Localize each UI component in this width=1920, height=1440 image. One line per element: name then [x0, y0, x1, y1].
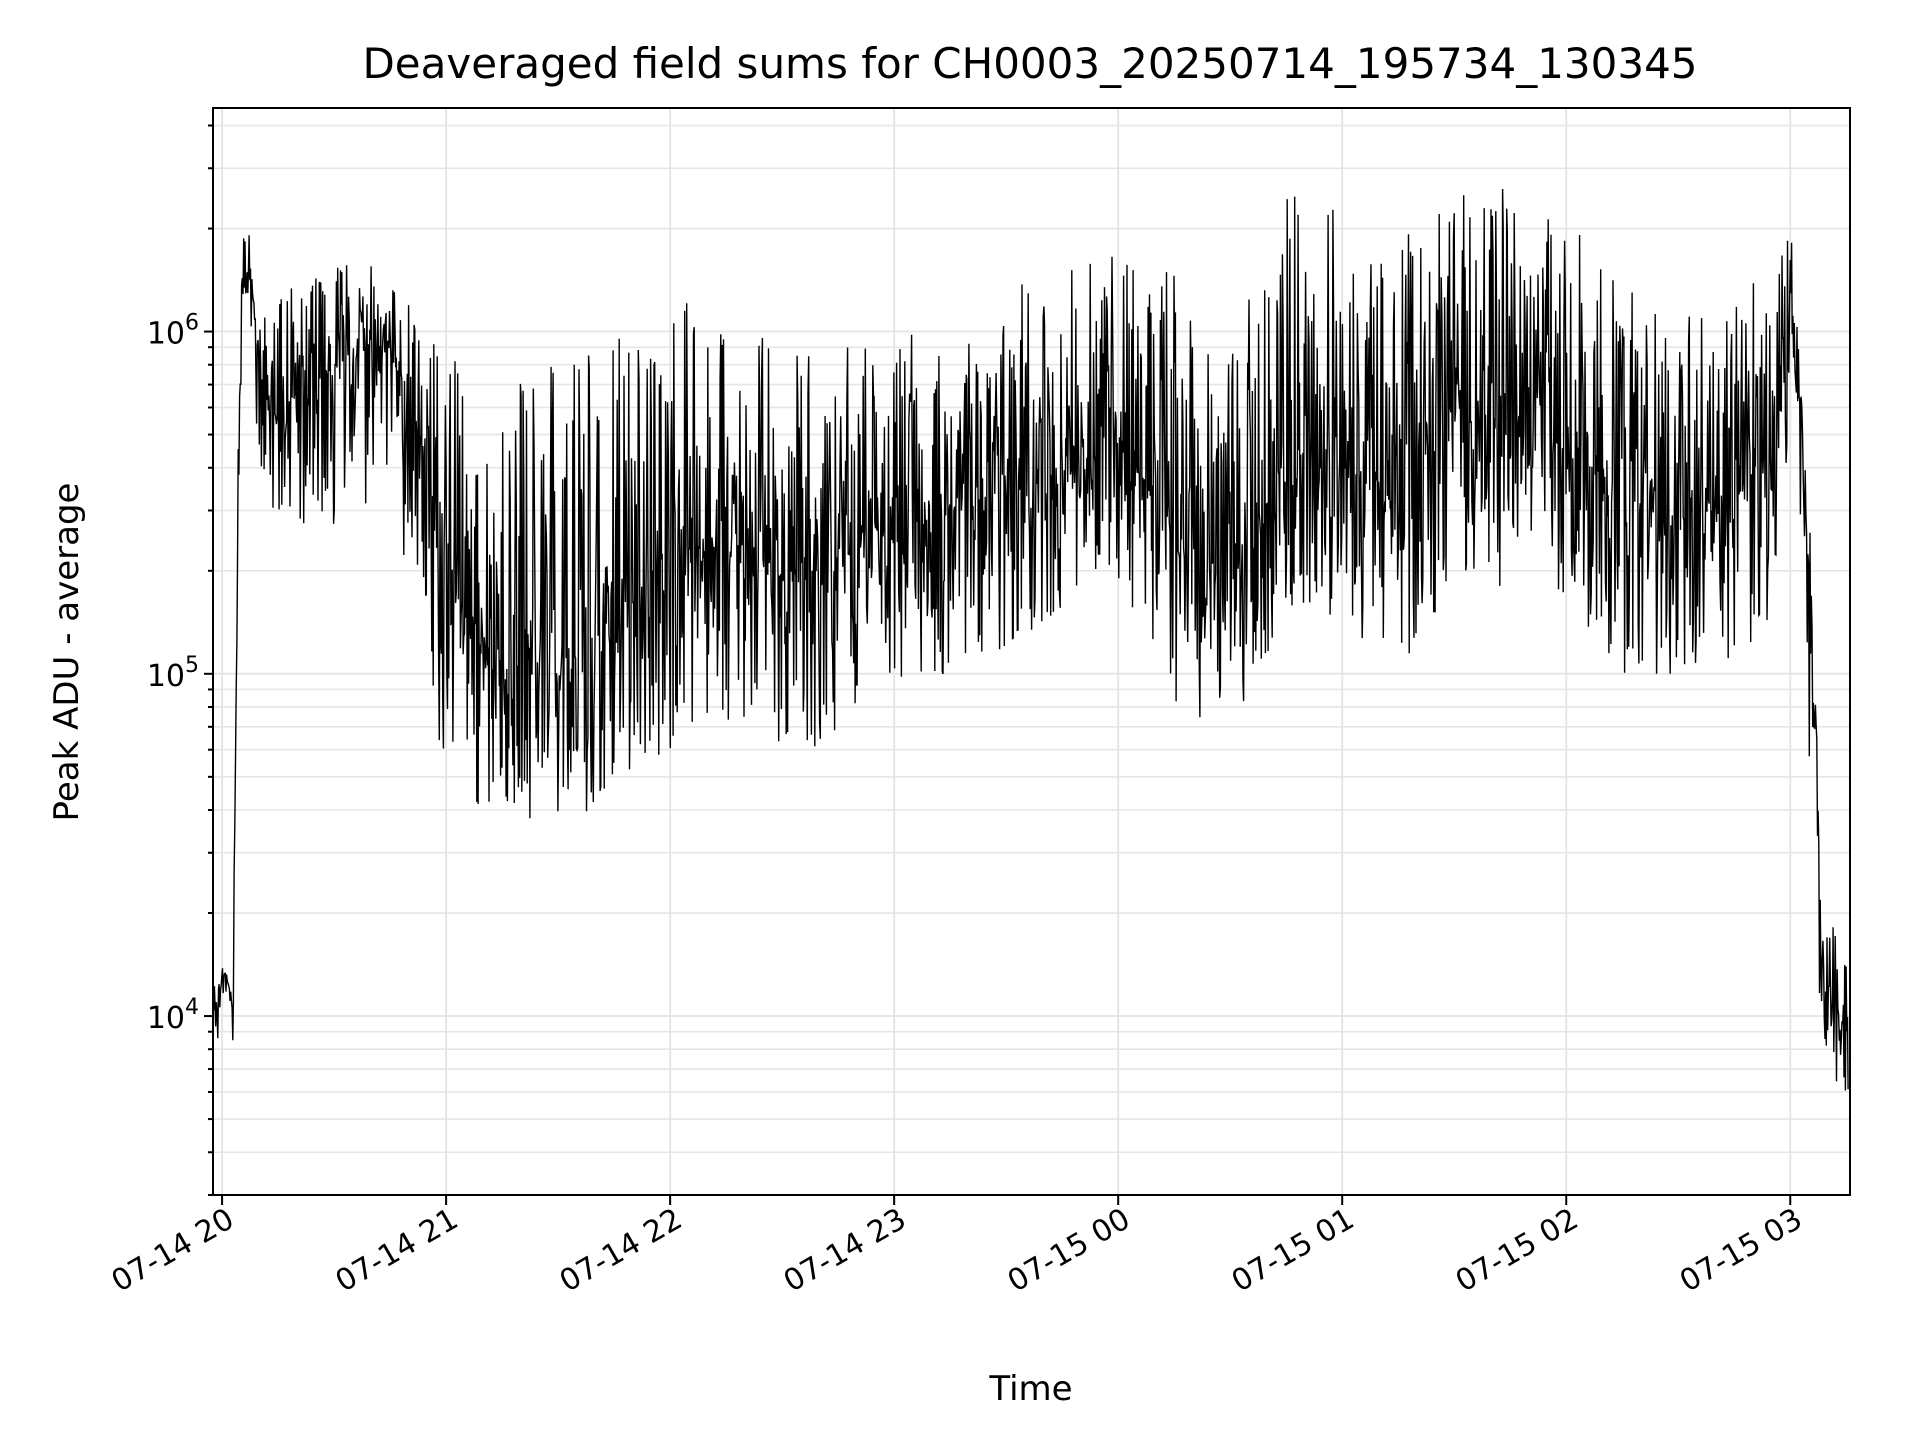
- x-tick-label: 07-15 01: [1226, 1202, 1360, 1300]
- x-tick-label: 07-15 00: [1002, 1202, 1136, 1300]
- x-tick-label: 07-15 02: [1450, 1202, 1584, 1300]
- y-tick-label: 106: [147, 311, 199, 352]
- y-tick-label: 104: [147, 995, 199, 1036]
- x-tick-label: 07-14 20: [106, 1202, 240, 1300]
- x-tick-label: 07-14 21: [330, 1202, 464, 1300]
- y-axis: 104 105 106: [147, 124, 213, 1196]
- grid: [213, 108, 1850, 1196]
- series-line: [212, 188, 1849, 1091]
- y-tick-label: 105: [147, 653, 199, 694]
- plot-frame: [212, 107, 1851, 1196]
- x-axis: 07-14 20 07-14 21 07-14 22 07-14 23 07-15 00…: [106, 1195, 1808, 1299]
- x-tick-label: 07-15 03: [1674, 1202, 1808, 1300]
- y-axis-label: Peak ADU - average: [47, 483, 87, 822]
- x-axis-label: Time: [988, 1369, 1072, 1409]
- chart-title: Deaveraged field sums for CH0003_2025071…: [362, 39, 1697, 88]
- x-tick-label: 07-14 22: [554, 1202, 688, 1300]
- x-tick-label: 07-14 23: [778, 1202, 912, 1300]
